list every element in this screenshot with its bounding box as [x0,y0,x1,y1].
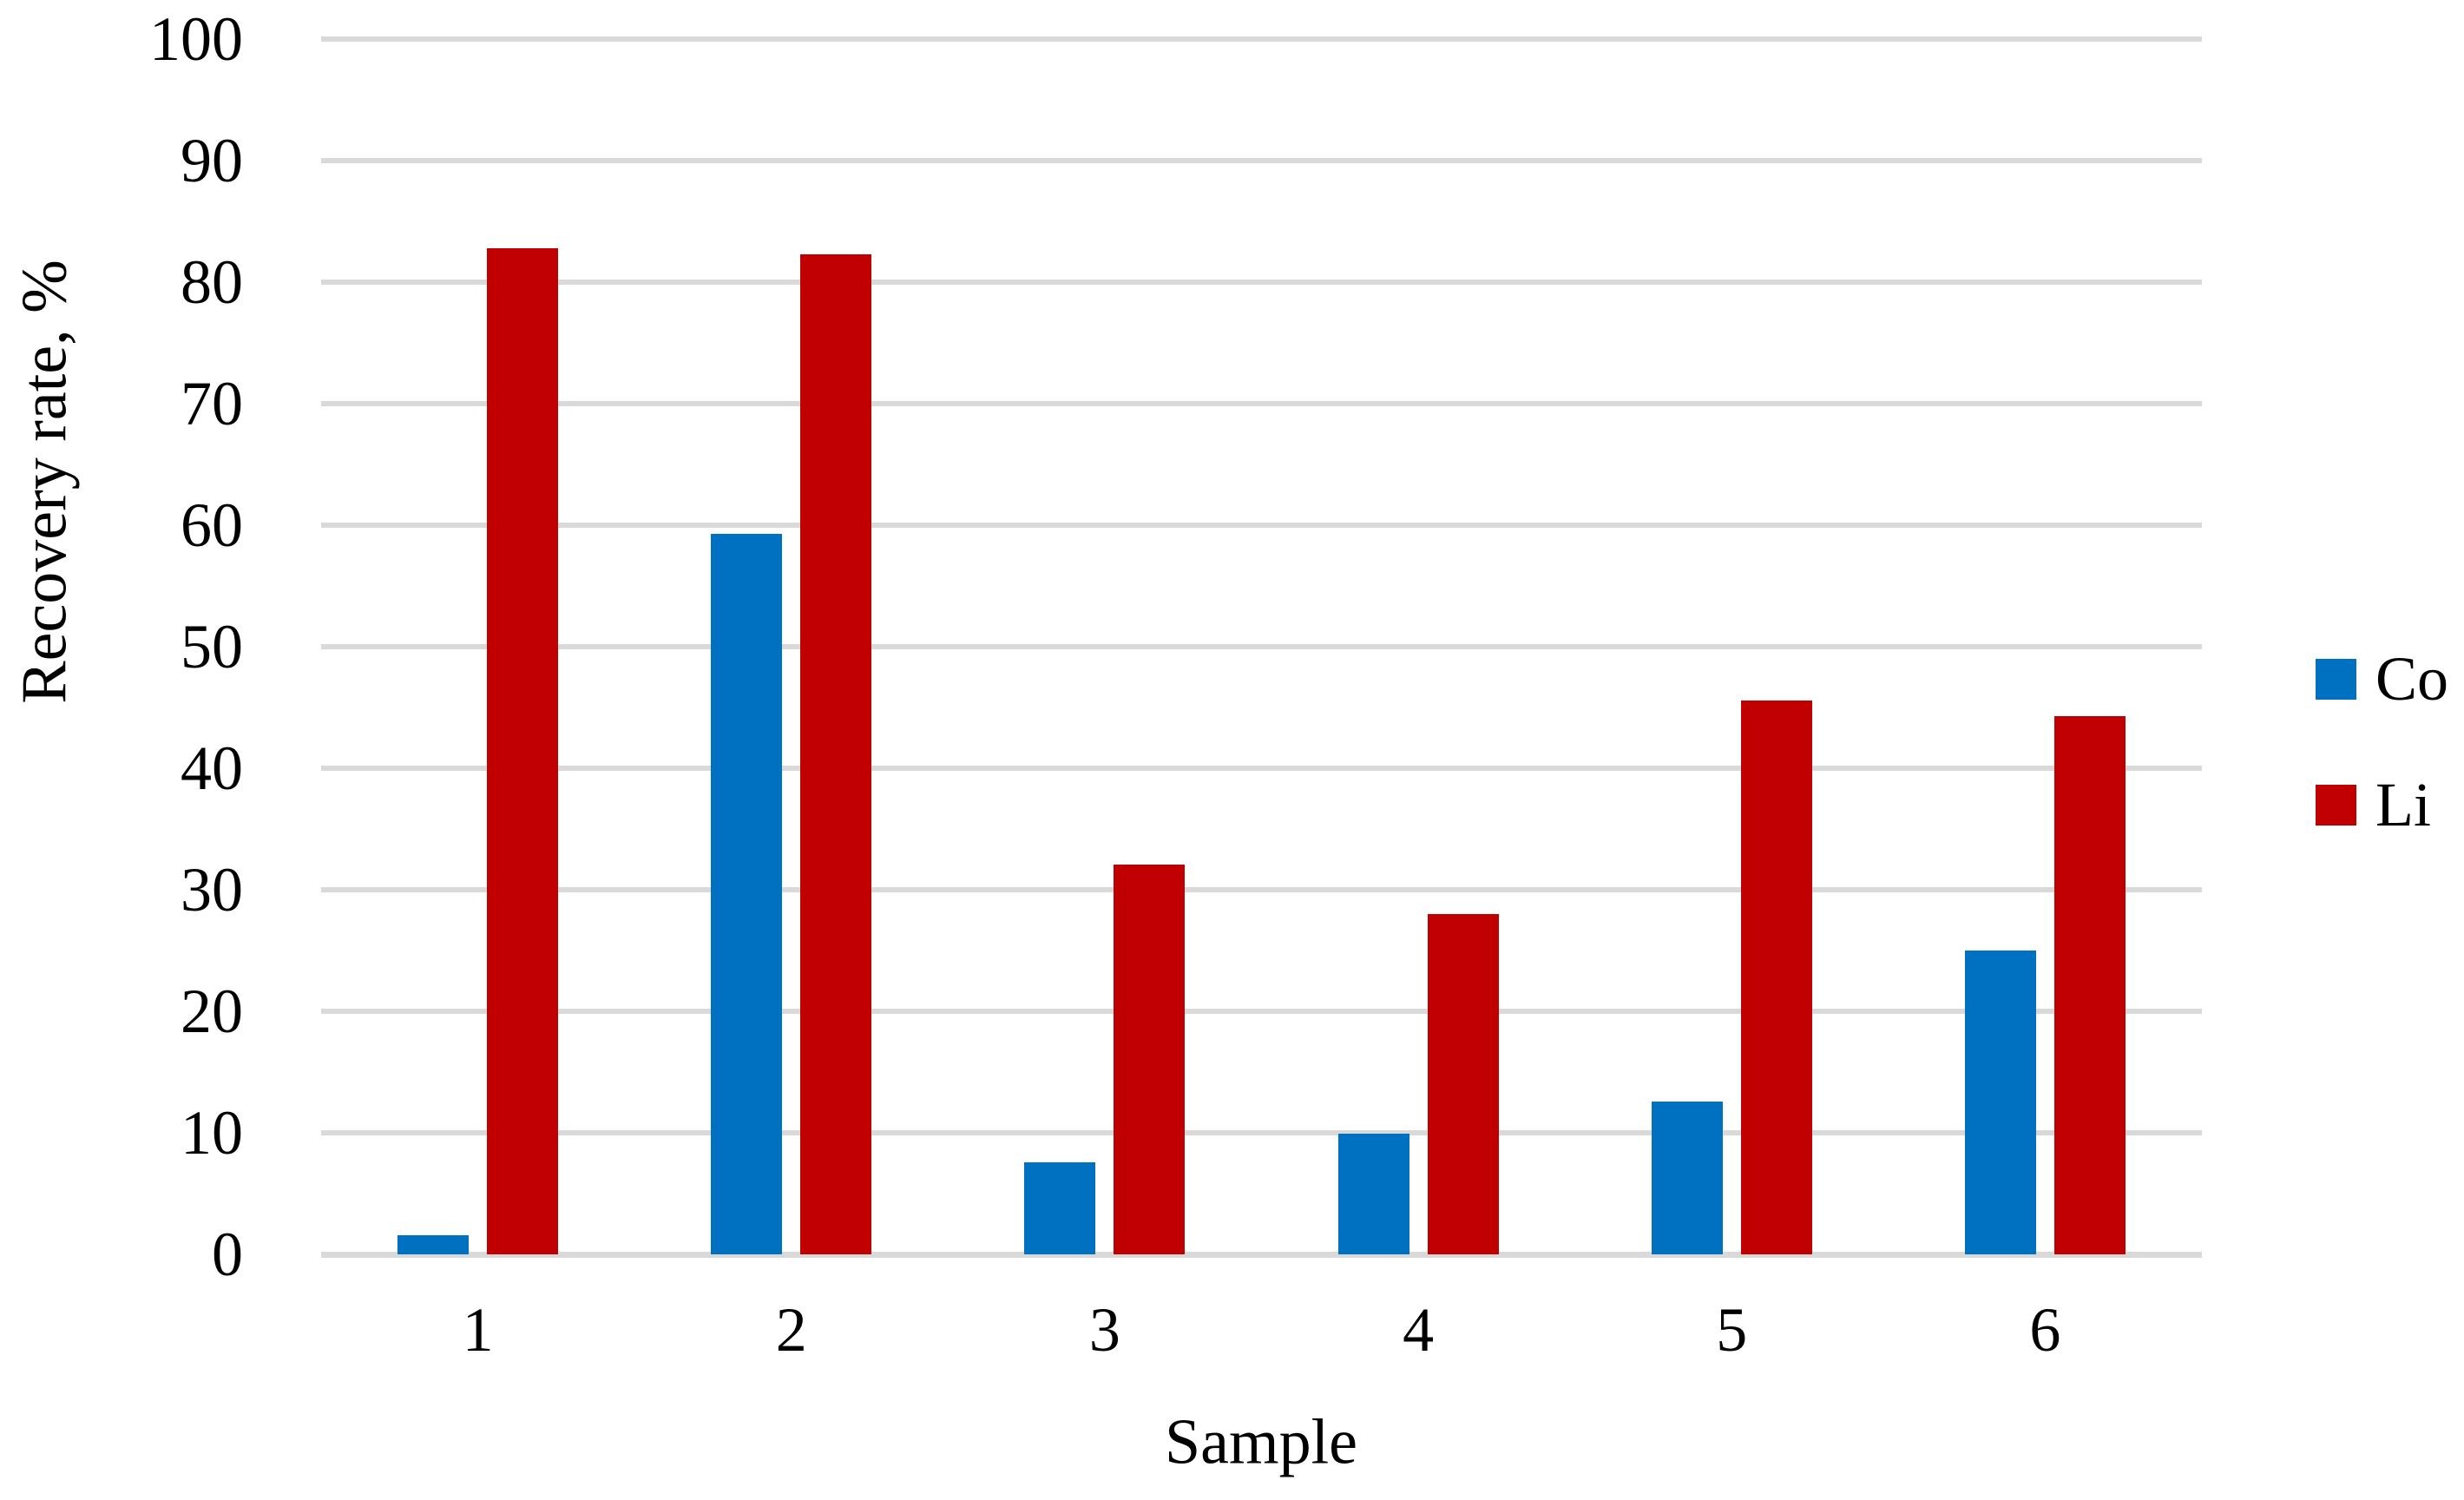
bar-co-sample-3 [1024,1161,1096,1254]
y-tick-label-60: 60 [181,490,243,560]
bar-co-sample-6 [1964,951,2036,1254]
gridline-90 [321,158,2202,163]
gridline-20 [321,1009,2202,1014]
y-tick-label-0: 0 [212,1220,243,1289]
bar-li-sample-2 [800,253,872,1254]
bar-co-sample-1 [398,1234,470,1254]
x-tick-label-4: 4 [1403,1295,1435,1365]
y-tick-label-100: 100 [149,4,243,74]
legend-label-li: Li [2375,770,2431,839]
plot-area: 0 10 20 30 40 50 60 70 80 90 100 1 2 3 4 5 6 [149,4,2202,1365]
x-tick-label-3: 3 [1088,1295,1120,1365]
gridline-60 [321,523,2202,528]
legend-swatch-co-icon [2316,658,2356,700]
y-tick-label-70: 70 [181,369,243,438]
legend: Co Li [2316,640,2448,844]
gridline-50 [321,644,2202,649]
gridline-80 [321,280,2202,285]
gridline-70 [321,401,2202,406]
x-axis-line [321,1252,2202,1258]
bar-co-sample-2 [711,533,783,1254]
bar-li-sample-3 [1114,864,1186,1254]
y-tick-label-20: 20 [181,977,243,1046]
y-axis-title: Recovery rate, % [9,260,81,704]
y-tick-label-50: 50 [181,612,243,681]
bar-co-sample-4 [1337,1134,1409,1254]
y-tick-label-10: 10 [181,1098,243,1168]
legend-swatch-li-icon [2316,784,2356,826]
x-tick-label-2: 2 [775,1295,807,1365]
gridline-30 [321,887,2202,892]
y-tick-label-40: 40 [181,734,243,803]
gridline-100 [321,36,2202,42]
gridline-40 [321,766,2202,771]
legend-label-co: Co [2375,644,2449,714]
x-tick-label-5: 5 [1716,1295,1748,1365]
bar-li-sample-5 [1740,700,1812,1254]
y-tick-label-90: 90 [181,126,243,195]
y-tick-label-30: 30 [181,855,243,924]
x-tick-label-1: 1 [462,1295,494,1365]
bar-co-sample-5 [1651,1101,1723,1254]
gridline-10 [321,1130,2202,1135]
bar-li-sample-1 [487,247,559,1254]
legend-item-li: Li [2316,766,2448,844]
x-tick-label-6: 6 [2029,1295,2061,1365]
y-tick-label-80: 80 [181,247,243,317]
x-axis-title: Sample [1165,1406,1357,1478]
bar-li-sample-4 [1427,914,1499,1254]
legend-item-co: Co [2316,640,2448,718]
bar-li-sample-6 [2053,715,2126,1254]
